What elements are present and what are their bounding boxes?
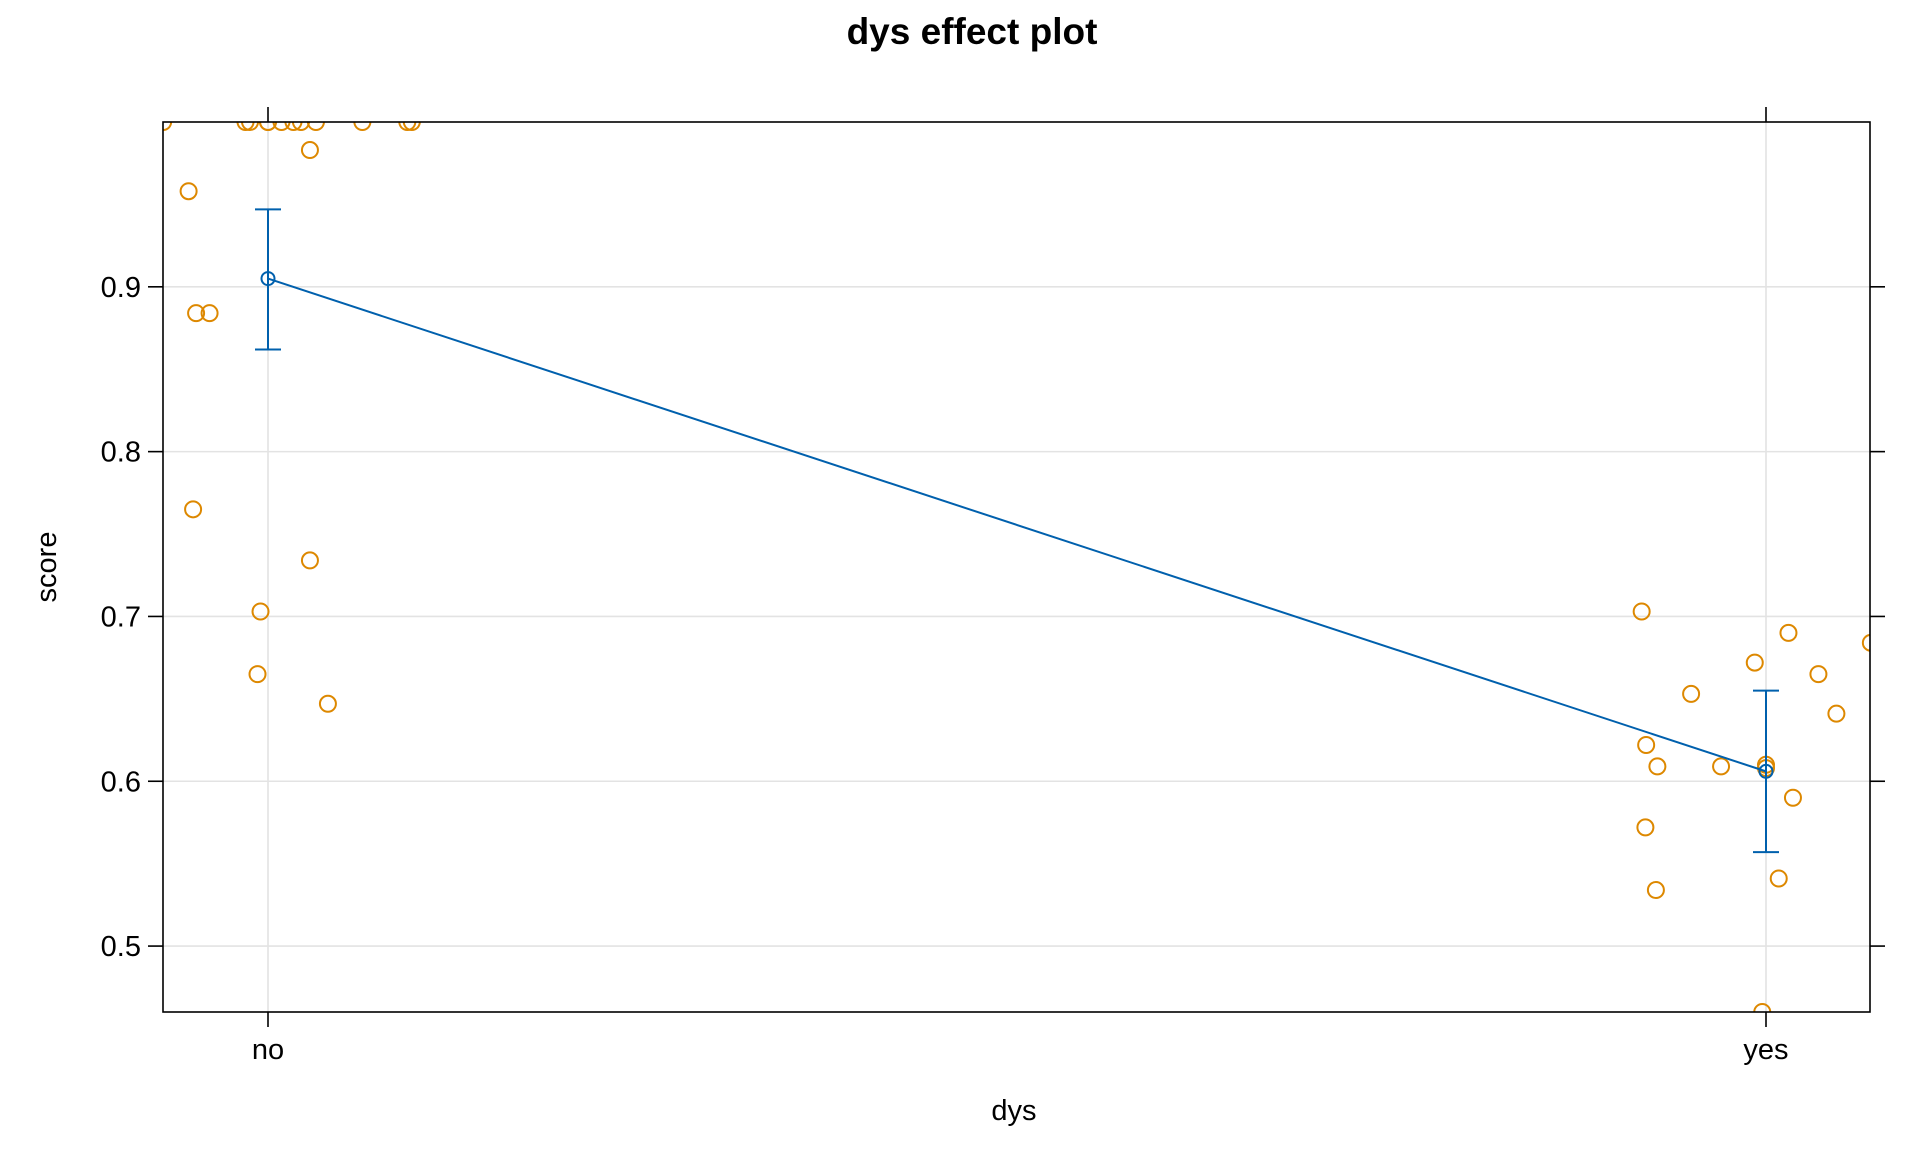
residual-point	[1636, 818, 1655, 837]
residual-point	[402, 122, 421, 131]
residual-point	[1632, 602, 1651, 621]
residual-point	[236, 122, 255, 131]
residual-point	[1753, 1003, 1772, 1012]
residual-point	[300, 551, 319, 570]
chart-title: dys effect plot	[847, 11, 1098, 52]
residual-point	[1637, 736, 1656, 754]
fit-point	[1758, 763, 1774, 779]
y-tick-label: 0.8	[101, 437, 141, 469]
y-axis-label: score	[31, 532, 63, 603]
residual-point	[248, 665, 267, 684]
residual-point	[272, 122, 291, 131]
residual-point	[1646, 881, 1665, 900]
grid-lines	[163, 122, 1870, 1012]
residual-point	[1783, 788, 1802, 807]
residual-point	[291, 122, 310, 131]
effect-fit	[255, 208, 1779, 854]
plot-frame	[162, 121, 1871, 1013]
residual-points	[163, 122, 1870, 1012]
x-tick-label: no	[252, 1034, 284, 1066]
residual-point	[184, 500, 203, 519]
residual-point	[1827, 704, 1846, 723]
fit-line	[267, 277, 1767, 773]
residual-point	[1682, 684, 1701, 703]
residual-point	[241, 122, 260, 131]
residual-point	[259, 122, 277, 131]
residual-point	[1779, 623, 1798, 642]
x-axis-label: dys	[991, 1095, 1036, 1127]
residual-point	[251, 602, 270, 621]
residual-point	[200, 304, 219, 323]
residual-point	[284, 122, 303, 131]
residual-point	[1769, 869, 1788, 888]
y-tick-label: 0.7	[101, 601, 141, 633]
y-tick-label: 0.6	[101, 766, 141, 798]
residual-point	[179, 182, 198, 201]
fit-point	[260, 271, 276, 287]
residual-point	[398, 122, 417, 131]
residual-point	[1648, 757, 1667, 776]
residual-point	[353, 122, 372, 131]
residual-point	[318, 694, 337, 713]
residual-point	[187, 304, 206, 323]
x-tick-label: yes	[1743, 1034, 1788, 1066]
residual-point	[1745, 653, 1764, 672]
residual-point	[306, 122, 325, 131]
y-tick-label: 0.9	[101, 272, 141, 304]
residual-point	[300, 141, 319, 160]
residual-point	[1809, 665, 1828, 684]
residual-point	[1861, 633, 1870, 652]
y-tick-label: 0.5	[101, 931, 141, 963]
axis-ticks: 0.5 0.6 0.7 0.8 0.9 no yes	[101, 107, 1885, 1066]
residual-point	[1712, 757, 1731, 776]
